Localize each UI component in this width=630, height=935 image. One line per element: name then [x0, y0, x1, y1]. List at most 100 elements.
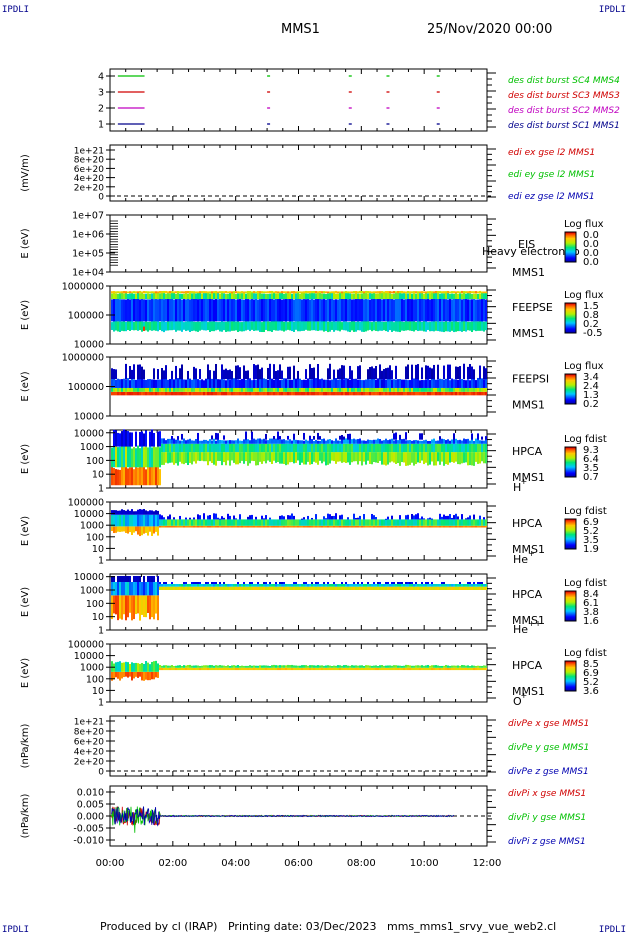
- colorbar-frame-eis: [564, 231, 577, 263]
- colorbar-tick-eis: 0.0: [583, 248, 599, 259]
- y-axis-label-hpca_o: E (eV): [20, 658, 31, 688]
- x-tick-label: 08:00: [347, 858, 376, 869]
- colorbar-tick-feepsi: 3.4: [583, 372, 599, 383]
- x-tick-label: 04:00: [221, 858, 250, 869]
- spacecraft-label-hpca_hepp: MMS1: [512, 614, 545, 627]
- colorbar-title-hpca_o: Log fdist: [564, 648, 607, 659]
- y-tick-label-hpca_h: 10: [92, 470, 104, 481]
- colorbar-tick-feepse: -0.5: [583, 328, 603, 339]
- y-tick-label-hpca_o: 1: [98, 698, 104, 709]
- y-tick-label-divpe: 2e+20: [74, 758, 105, 768]
- y-tick-label-edi: 6e+20: [74, 165, 105, 175]
- y-tick-label-eis: 1e+04: [72, 268, 104, 279]
- species-label-hpca_h: H: [513, 481, 521, 494]
- panel-frame-eis: [109, 214, 488, 273]
- spacecraft-label-feepse: MMS1: [512, 327, 545, 340]
- colorbar-title-hpca_hepp: Log fdist: [564, 578, 607, 589]
- colorbar-frame-hpca_h: [564, 446, 577, 478]
- y-tick-label-divpe: 4e+20: [74, 748, 105, 758]
- colorbar-tick-feepse: 1.5: [583, 301, 599, 312]
- y-tick-label-hpca_h: 10000: [74, 428, 104, 439]
- y-tick-label-eis: 1e+05: [72, 249, 104, 260]
- colorbar-feepse: [565, 303, 576, 334]
- colorbar-frame-feepsi: [564, 373, 577, 405]
- colorbar-tick-hpca_hepp: 8.4: [583, 589, 599, 600]
- y-tick-label-edi: 1e+21: [74, 147, 104, 157]
- colorbar-tick-hpca_o: 6.9: [583, 668, 599, 679]
- colorbar-hpca_o: [565, 661, 576, 692]
- y-tick-label-hpca_o: 1000: [80, 663, 104, 674]
- y-tick-label-feepsi: 1000000: [62, 353, 104, 364]
- instrument-label-hpca_hepp: HPCA: [512, 588, 543, 601]
- colorbar-title-hpca_h: Log fdist: [564, 434, 607, 445]
- colorbar-tick-feepse: 0.8: [583, 310, 599, 321]
- y-tick-label-hpca_hepp: 10000: [74, 572, 104, 583]
- y-tick-label-edi: 8e+20: [74, 156, 105, 166]
- x-tick-label: 00:00: [96, 858, 125, 869]
- colorbar-tick-hpca_hepp: 6.1: [583, 598, 599, 609]
- instrument-label-hpca_h: HPCA: [512, 445, 543, 458]
- y-tick-label-divpe: 8e+20: [74, 728, 105, 738]
- colorbar-tick-feepsi: 1.3: [583, 390, 599, 401]
- y-tick-label-feepse: 1000000: [62, 282, 104, 293]
- colorbar-tick-feepsi: 0.2: [583, 399, 599, 410]
- y-tick-label-eis: 1e+06: [72, 230, 104, 241]
- colorbar-tick-hpca_he: 1.9: [583, 544, 599, 555]
- corner-label-bottom-right: IPDLI: [598, 925, 626, 935]
- colorbar-tick-hpca_hepp: 1.6: [583, 616, 599, 627]
- colorbar-tick-hpca_hepp: 3.8: [583, 607, 599, 618]
- y-tick-label-hpca_he: 10000: [74, 509, 104, 520]
- spectrogram-feepse: [111, 290, 487, 333]
- figure-title: MMS1: [281, 22, 320, 37]
- corner-label-top-left: IPDLI: [2, 5, 30, 15]
- overlay-text-eis: Heavy electron to: [482, 245, 580, 258]
- y-tick-label-hpca_o: 10: [92, 686, 104, 697]
- corner-label-top-right: IPDLI: [598, 5, 626, 15]
- y-axis-label-hpca_h: E (eV): [20, 444, 31, 474]
- y-tick-label-hpca_h: 1: [98, 484, 104, 495]
- colorbar-tick-hpca_h: 3.5: [583, 463, 599, 474]
- legend-entry-divpi: divPi z gse MMS1: [508, 837, 586, 847]
- y-tick-label-divpi: -0.005: [73, 824, 104, 835]
- legend-entry-divpe: divPe z gse MMS1: [508, 767, 589, 777]
- y-axis-label-feepsi: E (eV): [20, 371, 31, 401]
- y-tick-label-burst: 1: [98, 120, 104, 131]
- legend-entry-burst: des dist burst SC1 MMS1: [508, 121, 620, 131]
- colorbar-tick-hpca_h: 6.4: [583, 454, 599, 465]
- species-label-hpca_he: He: [513, 553, 528, 566]
- footer-script: mms_mms1_srvy_vue_web2.cl: [387, 920, 557, 933]
- species-charge-hpca_o: +: [521, 691, 528, 700]
- y-tick-label-divpe: 1e+21: [74, 718, 104, 728]
- y-axis-label-hpca_hepp: E (eV): [20, 587, 31, 617]
- y-tick-label-hpca_he: 10: [92, 544, 104, 555]
- panel-frame-hpca_o: [109, 643, 488, 703]
- y-tick-label-hpca_h: 100: [86, 456, 104, 467]
- y-tick-label-hpca_o: 100: [86, 674, 104, 685]
- y-tick-label-hpca_he: 100: [86, 532, 104, 543]
- y-tick-label-hpca_hepp: 10: [92, 612, 104, 623]
- y-tick-label-feepse: 10000: [74, 340, 104, 351]
- y-tick-label-hpca_he: 100000: [68, 498, 104, 509]
- y-tick-label-feepsi: 10000: [74, 412, 104, 423]
- figure-date: 25/Nov/2020 00:00: [427, 22, 553, 37]
- colorbar-feepsi: [565, 374, 576, 405]
- y-axis-label-divpe: (nPa/km): [20, 724, 31, 769]
- y-axis-label-divpi: (nPa/km): [20, 794, 31, 839]
- y-tick-label-divpi: -0.010: [73, 836, 104, 847]
- y-tick-label-divpi: 0.005: [77, 800, 104, 811]
- colorbar-tick-hpca_h: 0.7: [583, 472, 599, 483]
- colorbar-hpca_he: [565, 519, 576, 550]
- y-tick-label-hpca_h: 1000: [80, 442, 104, 453]
- colorbar-frame-hpca_hepp: [564, 590, 577, 622]
- y-tick-label-eis: 1e+07: [72, 211, 104, 222]
- panel-frame-burst: [109, 68, 488, 132]
- species-charge-hpca_hepp: ++: [528, 619, 541, 628]
- y-tick-label-hpca_he: 1: [98, 556, 104, 567]
- corner-label-bottom-left: IPDLI: [2, 925, 30, 935]
- spacecraft-label-hpca_he: MMS1: [512, 543, 545, 556]
- spectrogram-hpca_hepp: [111, 576, 487, 621]
- panel-frame-hpca_he: [109, 501, 488, 561]
- footer-line: Produced by cl (IRAP) Printing date: 03/…: [100, 920, 556, 933]
- legend-entry-burst: des dist burst SC4 MMS4: [508, 76, 620, 86]
